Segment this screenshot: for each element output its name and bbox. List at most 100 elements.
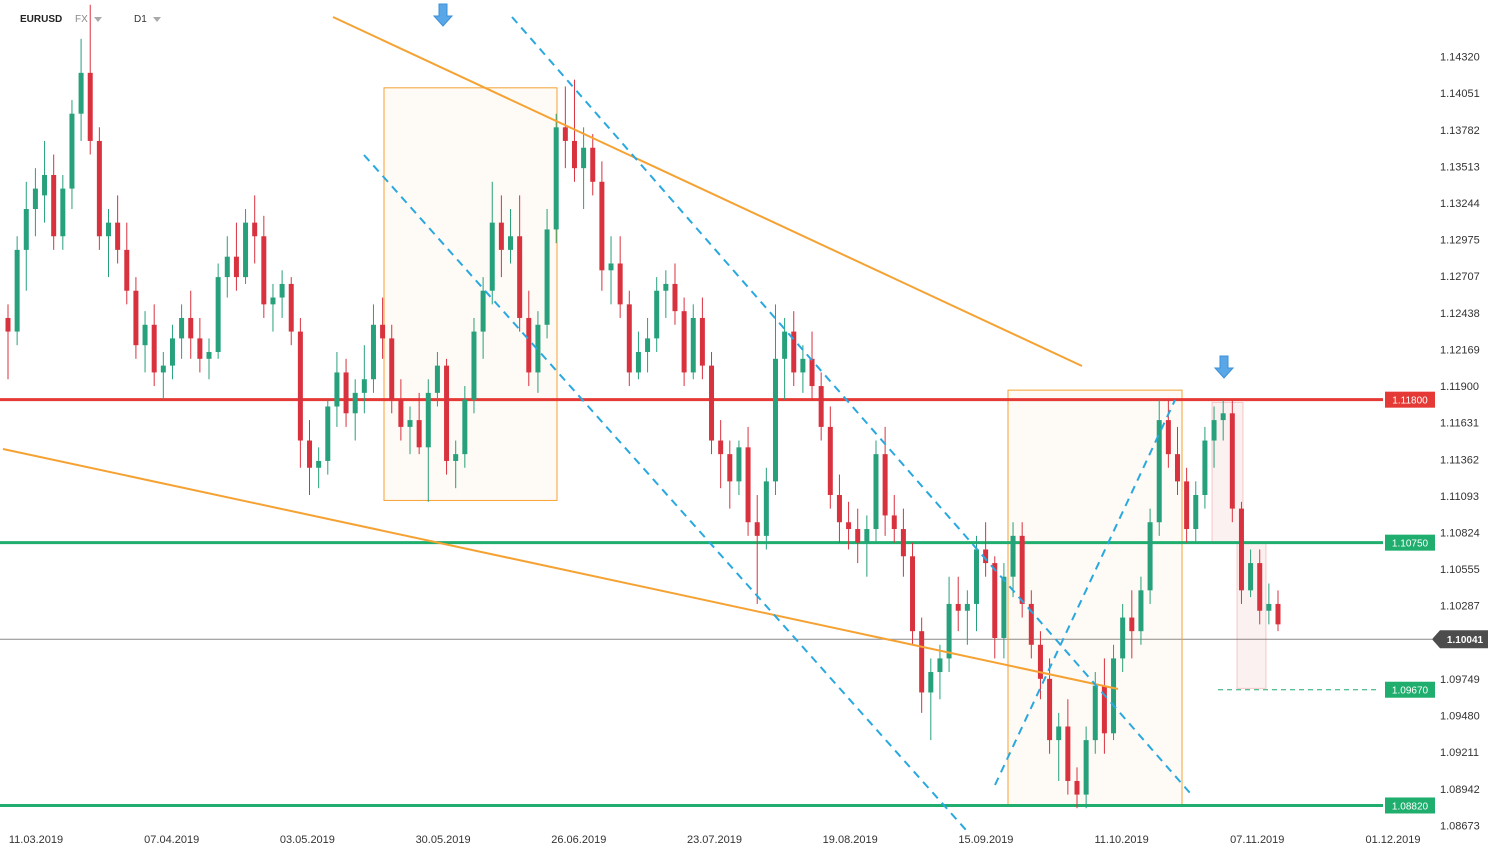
candle	[1174, 426, 1180, 495]
y-tick-label: 1.10287	[1440, 601, 1480, 613]
candle	[654, 277, 660, 353]
candle-body	[590, 147, 596, 182]
candle	[553, 113, 559, 244]
candle-body	[370, 324, 376, 380]
candle	[1019, 522, 1025, 618]
candle	[380, 297, 386, 359]
candle	[736, 440, 742, 495]
candle-body	[352, 392, 358, 414]
candle	[910, 542, 916, 645]
symbol-label: EURUSD	[20, 14, 63, 25]
candle-body	[51, 174, 57, 237]
candle	[425, 379, 431, 502]
candle-body	[425, 392, 431, 448]
price-label-box	[1385, 534, 1435, 551]
candle	[370, 304, 376, 393]
market-selector[interactable]: FX	[75, 14, 102, 25]
channel-line-lower	[363, 154, 967, 831]
candle-body	[617, 263, 623, 305]
y-tick-label: 1.08673	[1440, 821, 1480, 833]
channel-line-upper	[511, 16, 1191, 794]
candle-body	[1001, 576, 1007, 638]
candle-body	[69, 113, 75, 189]
candle-body	[206, 352, 212, 359]
candle	[42, 140, 48, 223]
candle	[106, 209, 112, 278]
current-price-box	[1432, 630, 1488, 649]
price-label-text: 1.09670	[1392, 686, 1429, 697]
candle	[60, 174, 66, 250]
candle	[480, 277, 486, 359]
candle-body	[361, 379, 367, 393]
candle-body	[60, 188, 66, 237]
chevron-down-icon	[152, 16, 161, 22]
channel-line-rising	[994, 399, 1176, 786]
candle	[681, 297, 687, 387]
candle-body	[1165, 420, 1171, 455]
candle	[946, 576, 952, 673]
candle	[645, 317, 651, 373]
candle	[690, 304, 696, 380]
y-tick-label: 1.12438	[1440, 308, 1480, 320]
candle	[1028, 590, 1034, 659]
candle	[992, 556, 998, 659]
x-tick-label: 11.10.2019	[1094, 834, 1148, 846]
candle	[663, 270, 669, 318]
candle	[498, 195, 504, 278]
candle-body	[882, 454, 888, 516]
candle	[928, 658, 934, 741]
candle-body	[672, 283, 678, 312]
y-tick-label: 1.11093	[1440, 491, 1479, 503]
candle-body	[1174, 454, 1180, 482]
timeframe-selector[interactable]: D1	[134, 14, 161, 25]
candle	[224, 236, 230, 298]
price-level-label: 1.11800	[1385, 391, 1435, 408]
candle	[1165, 399, 1171, 468]
candle-body	[197, 338, 203, 359]
candle-body	[96, 140, 102, 237]
candle-body	[900, 529, 906, 557]
candle	[562, 86, 568, 169]
y-tick-label: 1.12975	[1440, 235, 1480, 247]
candle-body	[818, 386, 824, 427]
candle-body	[992, 563, 998, 638]
candle-body	[581, 147, 587, 169]
y-tick-label: 1.14320	[1440, 52, 1480, 64]
candle	[809, 331, 815, 400]
candle	[699, 297, 705, 380]
candle	[1101, 658, 1107, 754]
candle-body	[699, 317, 705, 366]
candle	[709, 352, 715, 455]
candle	[1238, 501, 1244, 604]
candle	[1193, 481, 1199, 543]
candle	[1111, 644, 1117, 741]
x-tick-label: 11.03.2019	[9, 834, 63, 846]
candle	[361, 345, 367, 414]
price-level-label: 1.08820	[1385, 797, 1435, 814]
candle	[1037, 631, 1043, 700]
candle	[526, 290, 532, 387]
candle-body	[398, 399, 404, 427]
candle-body	[891, 515, 897, 530]
price-level-label: 1.10750	[1385, 534, 1435, 551]
x-tick-label: 07.04.2019	[144, 834, 199, 846]
candle-body	[1229, 413, 1235, 509]
price-label-box	[1385, 391, 1435, 408]
candle-body	[389, 338, 395, 400]
candle-body	[772, 358, 778, 482]
candle	[389, 324, 395, 414]
candle	[891, 494, 897, 543]
y-tick-label: 1.13513	[1440, 161, 1480, 173]
candle	[955, 576, 961, 632]
candle	[160, 352, 166, 400]
candle-body	[1202, 440, 1208, 495]
candle	[78, 38, 84, 141]
x-tick-label: 23.07.2019	[687, 834, 742, 846]
candle-body	[955, 603, 961, 611]
candle-body	[498, 222, 504, 250]
y-tick-label: 1.10555	[1440, 564, 1480, 576]
candle-body	[535, 324, 541, 373]
candle-body	[343, 372, 349, 414]
trendline-upper	[332, 16, 1083, 367]
